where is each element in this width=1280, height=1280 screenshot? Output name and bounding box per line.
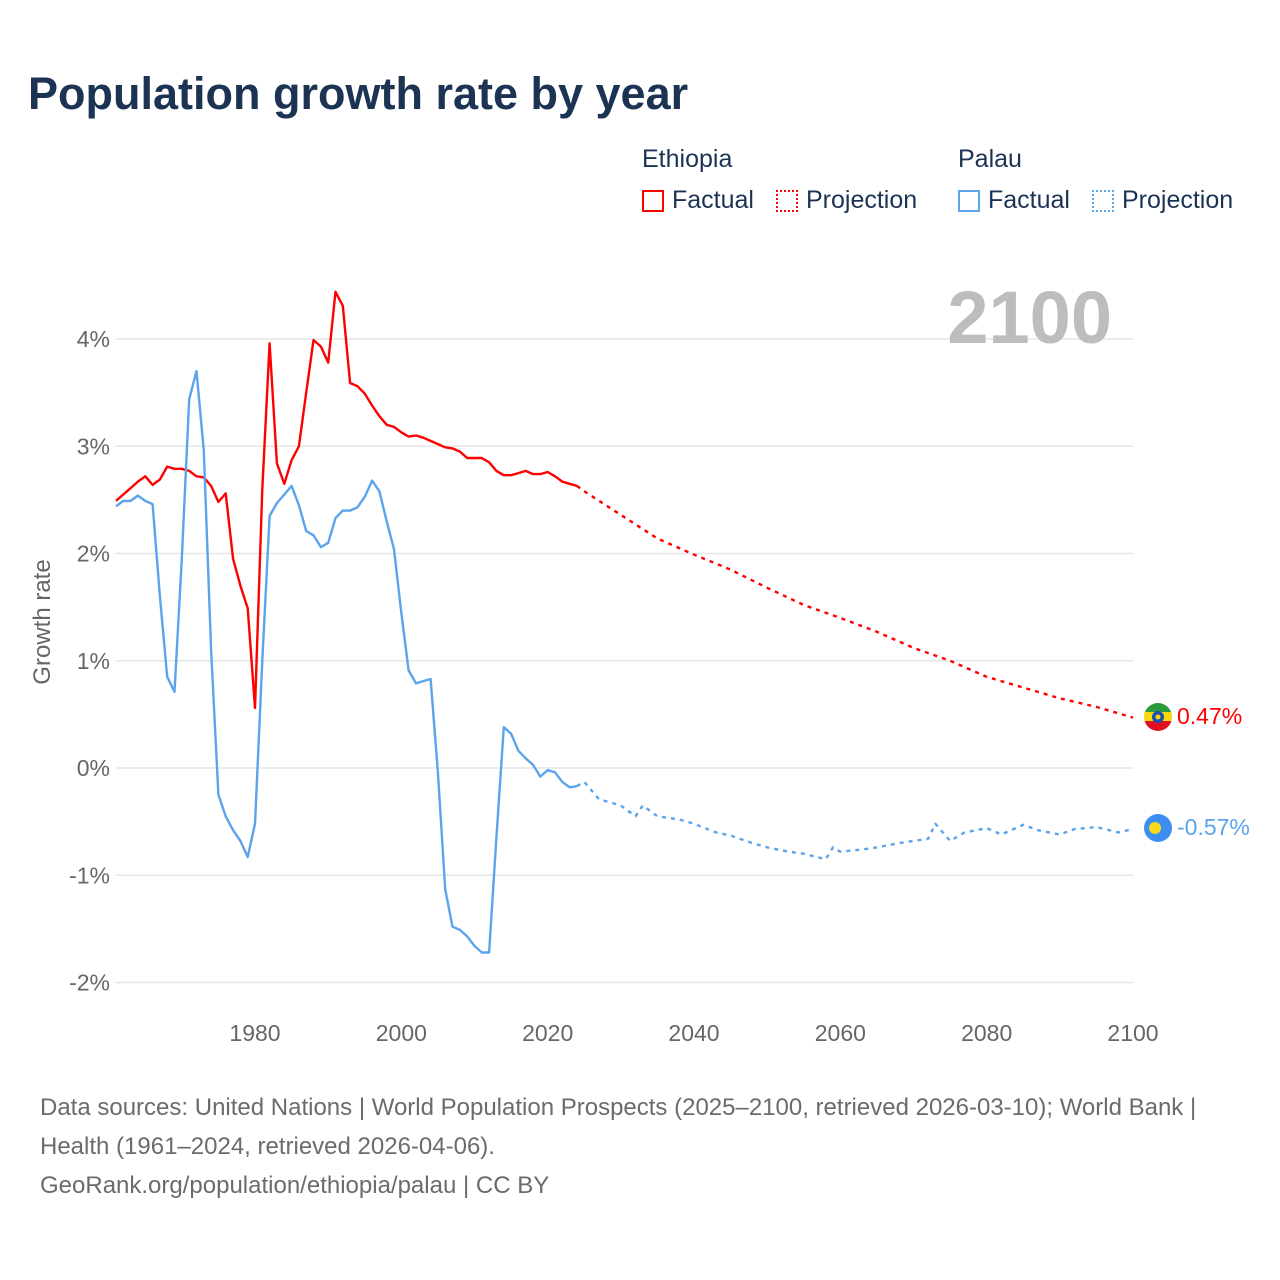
legend-item-ethiopia-projection[interactable]: Projection [776, 186, 917, 215]
palau-flag-icon [1144, 814, 1172, 842]
footer-sources: Data sources: United Nations | World Pop… [40, 1088, 1240, 1205]
legend-swatch-dotted [1092, 189, 1114, 212]
x-tick-label: 1980 [229, 1020, 280, 1046]
ethiopia-end-value: 0.47% [1177, 703, 1242, 729]
y-tick-label: 1% [77, 648, 110, 674]
y-tick-label: 4% [77, 326, 110, 352]
x-tick-label: 2000 [376, 1020, 427, 1046]
x-tick-label: 2080 [961, 1020, 1012, 1046]
y-tick-label: -1% [69, 862, 110, 888]
series-line-ethiopia-projection [576, 484, 1134, 719]
data-sources-text: Data sources: United Nations | World Pop… [40, 1094, 1197, 1160]
y-tick-label: 0% [77, 755, 110, 781]
x-tick-label: 2100 [1107, 1020, 1158, 1046]
y-axis-label: Growth rate [29, 559, 56, 684]
legend-item-palau-projection[interactable]: Projection [1092, 186, 1233, 215]
ethiopia-flag-icon [1144, 703, 1172, 731]
legend-group-ethiopia: Ethiopia [642, 145, 733, 173]
chart-title: Population growth rate by year [28, 68, 689, 119]
x-tick-label: 2020 [522, 1020, 573, 1046]
y-tick-label: -2% [69, 970, 110, 996]
legend-label: Factual [672, 186, 754, 214]
x-tick-label: 2040 [668, 1020, 719, 1046]
legend-label: Factual [988, 186, 1070, 214]
series-line-ethiopia-factual [115, 290, 578, 710]
x-tick-label: 2060 [815, 1020, 866, 1046]
palau-end-value: -0.57% [1177, 814, 1250, 840]
legend-label: Projection [806, 186, 918, 214]
legend-swatch-dotted [776, 189, 798, 212]
legend-swatch-solid [642, 189, 664, 212]
attribution-text: GeoRank.org/population/ethiopia/palau | … [40, 1172, 550, 1199]
legend-label: Projection [1122, 186, 1234, 214]
current-year-label: 2100 [947, 276, 1112, 359]
y-tick-label: 2% [77, 541, 110, 567]
legend-item-ethiopia-factual[interactable]: Factual [642, 186, 754, 215]
series-line-palau-factual [115, 370, 578, 954]
y-tick-label: 3% [77, 433, 110, 459]
legend-item-palau-factual[interactable]: Factual [958, 186, 1070, 215]
legend-group-palau: Palau [958, 145, 1022, 173]
series-line-palau-projection [576, 780, 1134, 861]
legend-swatch-solid [958, 189, 980, 212]
